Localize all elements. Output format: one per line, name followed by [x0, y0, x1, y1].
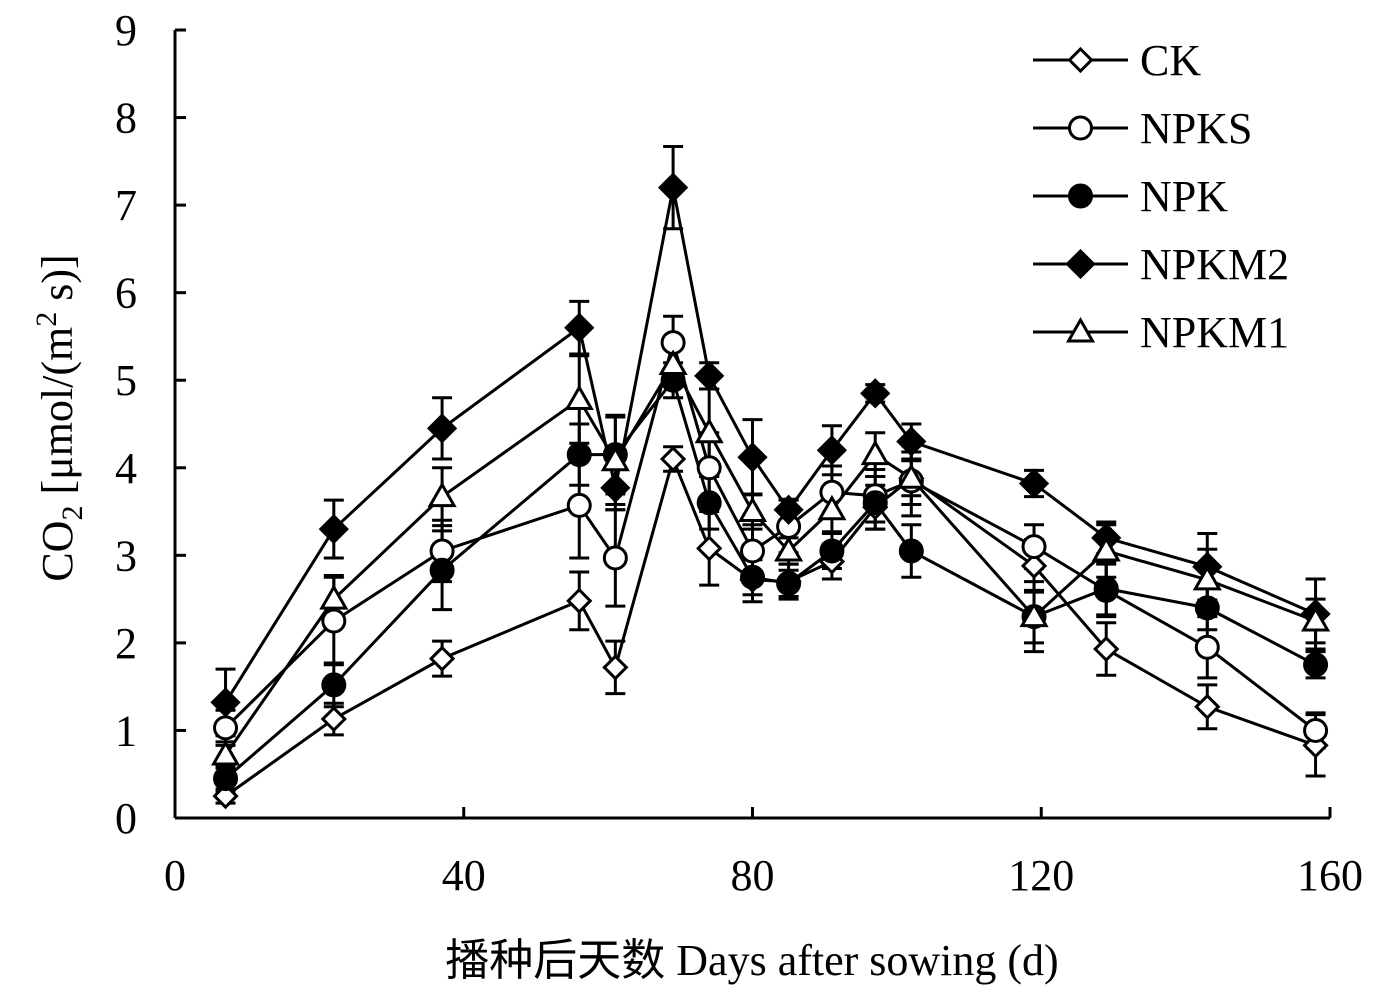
- data-point-npkm1: [737, 496, 768, 523]
- data-point-npkm2: [657, 172, 689, 203]
- data-point-ck: [1093, 635, 1120, 663]
- data-point-npkm1: [1300, 605, 1331, 632]
- series-lines: [224, 187, 1317, 798]
- y-tick-label: 1: [115, 706, 137, 755]
- x-tick-label: 40: [442, 851, 486, 900]
- series-markers: [210, 172, 1331, 810]
- y-tick-label: 4: [115, 444, 137, 493]
- data-point-npkm1: [1091, 535, 1121, 562]
- data-point-npks: [321, 608, 347, 634]
- legend-label-ck: CK: [1140, 36, 1201, 85]
- data-point-npkm2: [1018, 468, 1050, 499]
- data-point-npkm1: [694, 417, 724, 444]
- data-point-npkm2: [816, 435, 848, 466]
- data-point-ck: [212, 782, 239, 810]
- data-point-npkm1: [860, 439, 890, 466]
- data-point-npkm2: [564, 312, 595, 343]
- data-point-npkm2: [860, 378, 891, 409]
- data-point-ck: [1194, 693, 1221, 720]
- data-point-npks: [1021, 534, 1047, 560]
- series-line-npk: [224, 376, 1317, 780]
- axes: 0 1 2 3 4 5 6 7 8 9 0 40 80 120 160: [115, 6, 1363, 900]
- data-point-npks: [1194, 634, 1220, 660]
- y-tick-label: 0: [115, 794, 137, 843]
- data-point-npk: [1194, 595, 1220, 621]
- legend-label-npks: NPKS: [1140, 104, 1253, 153]
- data-point-npkm1: [817, 494, 847, 521]
- legend-label-npkm2: NPKM2: [1140, 240, 1289, 289]
- legend-marker-npk: [1068, 183, 1093, 209]
- legend-marker-npkm1: [1065, 316, 1096, 343]
- y-tick-label: 3: [115, 531, 137, 580]
- legend-marker-ck: [1067, 46, 1094, 74]
- data-point-npk: [740, 564, 765, 590]
- y-tick-label: 7: [115, 181, 137, 230]
- data-point-npkm1: [1192, 564, 1222, 591]
- data-point-npkm2: [600, 472, 631, 504]
- data-point-npkm1: [427, 481, 457, 508]
- data-point-npk: [1303, 652, 1329, 678]
- data-point-npkm2: [896, 426, 927, 457]
- data-point-npk: [696, 490, 722, 516]
- y-tick-label: 5: [115, 356, 137, 405]
- data-point-npkm2: [426, 413, 458, 444]
- x-tick-label: 160: [1297, 851, 1363, 900]
- data-point-npk: [776, 570, 802, 596]
- data-point-npkm2: [210, 687, 241, 718]
- data-point-npkm1: [319, 584, 349, 610]
- data-point-npkm2: [773, 494, 804, 525]
- data-point-npks: [740, 538, 765, 564]
- series-line-npkm1: [224, 361, 1317, 756]
- data-point-npk: [566, 442, 592, 468]
- data-point-npk: [1093, 576, 1119, 602]
- data-point-npk: [429, 557, 455, 583]
- y-tick-label: 9: [115, 6, 137, 55]
- legend-label-npk: NPK: [1140, 172, 1228, 221]
- x-tick-label: 0: [164, 851, 186, 900]
- data-point-npks: [213, 715, 239, 741]
- data-point-npks: [566, 492, 592, 518]
- y-axis-title: CO2 [μmol/(m2 s)]: [30, 254, 89, 581]
- data-point-npkm2: [318, 513, 349, 545]
- series-line-npkm2: [224, 187, 1317, 704]
- legend: CK NPKS NPK NPKM2 NPKM1: [1033, 36, 1289, 357]
- legend-label-npkm1: NPKM1: [1140, 308, 1289, 357]
- data-point-npkm1: [210, 739, 241, 766]
- y-tick-label: 2: [115, 619, 137, 668]
- data-point-npkm2: [694, 360, 725, 391]
- data-point-npkm1: [564, 384, 594, 410]
- data-point-ck: [428, 645, 456, 672]
- data-point-npkm1: [658, 349, 688, 375]
- data-point-npkm1: [896, 463, 926, 489]
- data-point-npk: [213, 766, 239, 792]
- x-tick-label: 80: [731, 851, 775, 900]
- data-point-npkm1: [1019, 601, 1049, 628]
- data-point-ck: [566, 587, 593, 614]
- data-point-npk: [862, 490, 888, 516]
- x-tick-label: 120: [1008, 851, 1074, 900]
- data-point-npkm2: [737, 442, 768, 473]
- data-point-npk: [819, 538, 845, 564]
- data-point-ck: [1020, 552, 1048, 579]
- data-point-ck: [659, 445, 687, 473]
- data-point-npks: [602, 545, 628, 571]
- y-tick-label: 8: [115, 94, 137, 143]
- data-point-npks: [696, 455, 722, 481]
- data-point-npkm1: [600, 445, 630, 472]
- series-line-npks: [224, 336, 1317, 732]
- data-point-ck: [320, 705, 347, 733]
- data-point-npkm1: [774, 535, 804, 562]
- data-point-npk: [898, 538, 924, 564]
- data-point-ck: [696, 535, 723, 562]
- y-tick-label: 6: [115, 269, 137, 318]
- legend-marker-npks: [1068, 115, 1093, 141]
- data-point-ck: [602, 654, 629, 681]
- data-point-npks: [1303, 717, 1329, 743]
- x-axis-title: 播种后天数 Days after sowing (d): [445, 936, 1058, 985]
- data-point-npk: [321, 672, 347, 698]
- legend-marker-npkm2: [1065, 248, 1096, 280]
